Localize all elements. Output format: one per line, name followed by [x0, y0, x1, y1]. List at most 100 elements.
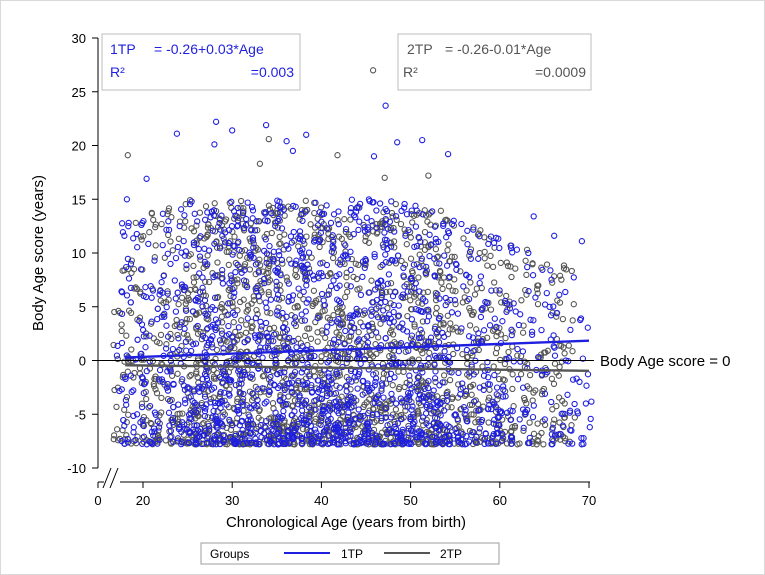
point-1tp [508, 331, 515, 339]
point-1tp [147, 283, 154, 290]
point-1tp [329, 242, 336, 250]
point-1tp [413, 207, 420, 214]
point-1tp [284, 427, 291, 435]
point-2tp [242, 329, 250, 336]
point-1tp [368, 218, 375, 225]
point-1tp [123, 292, 131, 299]
point-1tp [188, 198, 195, 205]
point-1tp [525, 288, 532, 295]
point-1tp [352, 310, 359, 318]
point-1tp [347, 432, 354, 440]
point-2tp [265, 135, 272, 143]
point-1tp [582, 400, 590, 407]
point-1tp [507, 433, 515, 441]
point-2tp [238, 317, 245, 324]
point-2tp [481, 248, 488, 256]
point-2tp [221, 308, 228, 315]
point-1tp [148, 428, 156, 436]
point-1tp [317, 260, 324, 267]
point-2tp [330, 312, 337, 319]
point-2tp [414, 407, 421, 414]
point-1tp [211, 436, 219, 443]
point-2tp [231, 277, 238, 284]
point-2tp [404, 312, 411, 320]
point-2tp [408, 211, 415, 218]
point-1tp [212, 272, 219, 279]
point-1tp [194, 402, 201, 409]
point-1tp [176, 346, 183, 354]
point-1tp [322, 427, 329, 434]
point-1tp [264, 333, 271, 341]
point-2tp [347, 216, 354, 223]
point-1tp [387, 441, 394, 448]
point-2tp [310, 287, 318, 294]
point-1tp [260, 275, 268, 283]
point-1tp [448, 309, 456, 316]
annotation-1tp: 1TP = -0.26+0.03*Age R² =0.003 [101, 33, 301, 91]
point-2tp [460, 235, 467, 242]
point-1tp [272, 409, 279, 416]
point-2tp [269, 400, 277, 407]
point-1tp [270, 436, 278, 443]
point-1tp [372, 438, 380, 445]
point-1tp [583, 382, 590, 389]
point-2tp [432, 378, 439, 386]
y-tick-label-0: 0 [79, 354, 86, 369]
point-1tp [170, 438, 177, 445]
legend-box [200, 542, 500, 565]
point-1tp [234, 261, 241, 269]
point-1tp [248, 227, 255, 234]
point-2tp [322, 334, 329, 341]
point-1tp [288, 385, 295, 392]
point-1tp [459, 441, 466, 448]
point-1tp [391, 228, 398, 235]
point-1tp [369, 199, 376, 206]
point-2tp [452, 288, 459, 295]
point-1tp [493, 391, 500, 398]
point-1tp [263, 304, 270, 311]
point-2tp [246, 235, 253, 242]
point-2tp [243, 321, 250, 328]
point-2tp [195, 379, 202, 386]
point-1tp [574, 408, 581, 415]
point-1tp [156, 366, 164, 374]
point-1tp [337, 321, 344, 328]
point-2tp [484, 334, 491, 341]
point-1tp [318, 414, 325, 421]
point-2tp [509, 385, 516, 393]
point-1tp [133, 230, 140, 238]
point-2tp [183, 265, 190, 272]
point-1tp [425, 306, 432, 313]
point-2tp [318, 353, 325, 360]
x-tick-label-60: 60 [493, 493, 507, 508]
y-tick-label--5: -5 [74, 407, 86, 422]
annotation-2tp-r2-label: R² [403, 64, 418, 80]
point-2tp [421, 228, 429, 236]
point-1tp [191, 210, 198, 217]
point-1tp [199, 303, 206, 310]
point-2tp [535, 433, 542, 440]
point-1tp [181, 283, 189, 291]
point-1tp [161, 310, 168, 317]
point-1tp [295, 285, 302, 292]
point-1tp [204, 325, 211, 332]
point-1tp [228, 198, 235, 205]
point-1tp [212, 403, 219, 410]
point-2tp [307, 221, 314, 228]
point-1tp [181, 212, 188, 219]
point-2tp [202, 278, 209, 285]
point-1tp [356, 412, 364, 420]
point-2tp [517, 371, 525, 378]
point-1tp [437, 412, 444, 419]
point-2tp [446, 376, 454, 384]
point-2tp [302, 197, 309, 204]
point-1tp [374, 314, 382, 321]
point-2tp [264, 274, 272, 281]
point-1tp [181, 421, 188, 428]
point-1tp [493, 323, 500, 331]
point-1tp [547, 312, 555, 319]
point-1tp [291, 408, 298, 415]
point-1tp [447, 296, 454, 304]
point-1tp [299, 253, 307, 260]
point-2tp [348, 255, 355, 263]
